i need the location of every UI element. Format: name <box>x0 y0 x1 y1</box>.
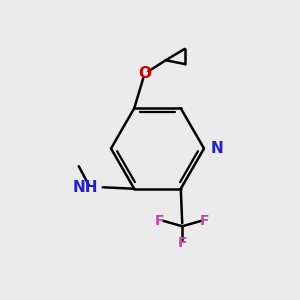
Text: F: F <box>178 236 187 250</box>
Text: NH: NH <box>73 180 98 195</box>
Text: O: O <box>138 66 151 81</box>
Text: F: F <box>155 214 164 228</box>
Text: F: F <box>200 214 209 228</box>
Text: N: N <box>211 141 224 156</box>
